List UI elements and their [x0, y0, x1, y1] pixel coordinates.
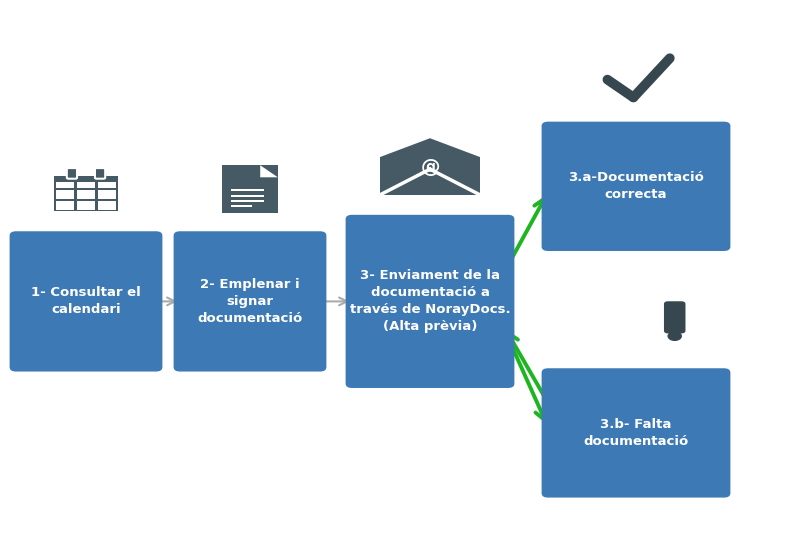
- FancyBboxPatch shape: [54, 176, 118, 182]
- Text: 1- Consultar el
calendari: 1- Consultar el calendari: [31, 287, 141, 316]
- FancyBboxPatch shape: [10, 231, 162, 372]
- FancyBboxPatch shape: [98, 179, 116, 188]
- FancyBboxPatch shape: [56, 190, 74, 199]
- Polygon shape: [260, 165, 278, 178]
- FancyBboxPatch shape: [174, 231, 326, 372]
- FancyBboxPatch shape: [77, 201, 94, 210]
- FancyBboxPatch shape: [56, 179, 74, 188]
- FancyBboxPatch shape: [77, 179, 94, 188]
- Text: 3- Enviament de la
documentació a
través de NorayDocs.
(Alta prèvia): 3- Enviament de la documentació a través…: [350, 270, 510, 333]
- Polygon shape: [379, 136, 480, 156]
- FancyBboxPatch shape: [222, 165, 278, 213]
- Circle shape: [667, 331, 682, 341]
- FancyBboxPatch shape: [98, 190, 116, 199]
- Text: 2- Emplenar i
signar
documentació: 2- Emplenar i signar documentació: [198, 278, 302, 325]
- FancyBboxPatch shape: [230, 205, 252, 207]
- FancyBboxPatch shape: [664, 301, 686, 333]
- Text: 3.a-Documentació
correcta: 3.a-Documentació correcta: [568, 172, 704, 201]
- FancyBboxPatch shape: [54, 178, 118, 211]
- FancyBboxPatch shape: [542, 368, 730, 498]
- FancyBboxPatch shape: [230, 200, 264, 202]
- FancyBboxPatch shape: [98, 201, 116, 210]
- FancyBboxPatch shape: [67, 168, 77, 179]
- FancyBboxPatch shape: [95, 168, 105, 179]
- FancyBboxPatch shape: [230, 195, 264, 197]
- FancyBboxPatch shape: [542, 122, 730, 251]
- FancyBboxPatch shape: [379, 156, 480, 195]
- FancyBboxPatch shape: [56, 201, 74, 210]
- FancyBboxPatch shape: [346, 215, 514, 388]
- Text: 3.b- Falta
documentació: 3.b- Falta documentació: [583, 418, 689, 448]
- Text: @: @: [420, 158, 440, 177]
- FancyBboxPatch shape: [77, 190, 94, 199]
- FancyBboxPatch shape: [230, 189, 264, 191]
